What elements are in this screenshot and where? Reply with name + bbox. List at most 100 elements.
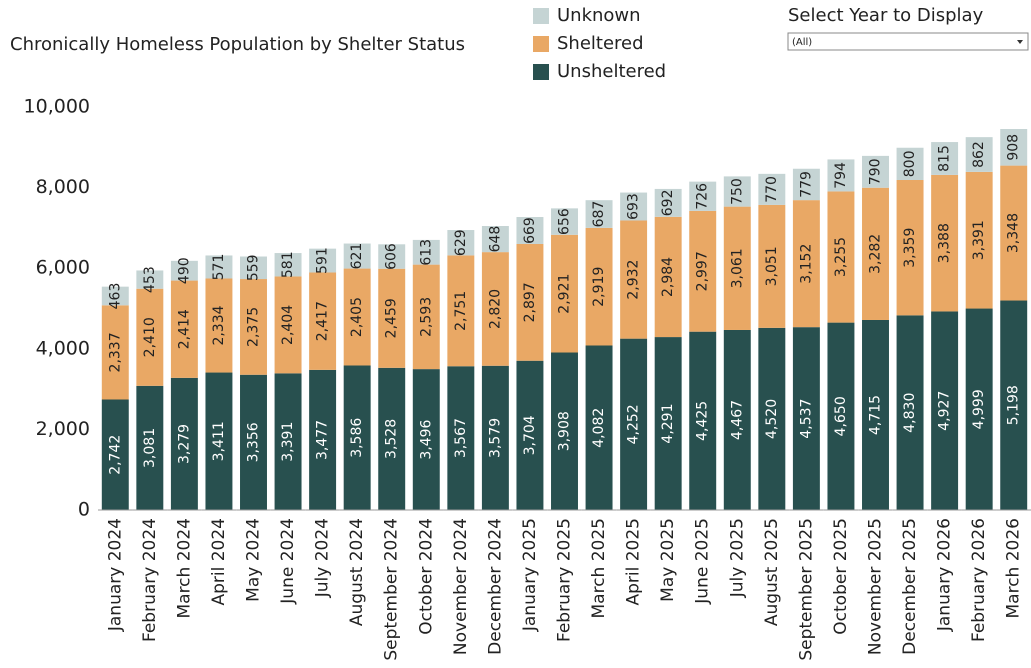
value-label: 490 [176,257,192,284]
bar-segment [447,230,475,256]
value-label: 3,477 [315,420,331,460]
y-tick-label: 4,000 [36,337,90,359]
value-label: 4,537 [798,399,814,439]
bar-segment [654,216,682,338]
legend-label: Unsheltered [557,61,666,82]
y-tick-label: 10,000 [24,96,90,118]
bar-segment [931,174,959,312]
bar-segment [723,176,751,207]
x-tick-label: August 2025 [762,518,782,626]
value-label: 4,715 [868,395,884,435]
value-label: 2,897 [522,282,538,322]
bar-segment [551,352,578,510]
value-label: 591 [315,247,331,274]
value-label: 669 [522,217,538,244]
bar-segment [654,188,682,217]
filter-value[interactable]: (All) [792,37,812,48]
bar-segment [585,345,613,510]
bar-segment [481,365,509,510]
bar-segment [551,208,578,235]
value-label: 463 [107,283,123,310]
y-tick-label: 6,000 [36,257,90,279]
dropdown-arrow[interactable] [1017,40,1023,44]
bar-segment [412,239,440,265]
bar-segment [896,179,924,316]
value-label: 800 [902,150,918,177]
value-label: 3,081 [142,428,158,468]
x-tick-label: January 2025 [520,518,540,632]
bar-segment [205,372,233,510]
value-label: 3,567 [453,418,469,458]
filter-label: Select Year to Display [788,5,984,26]
bar-segment [516,243,544,361]
value-label: 4,252 [626,404,642,444]
bar-segment [620,220,648,339]
value-label: 770 [764,176,780,203]
value-label: 629 [453,229,469,256]
value-label: 4,999 [971,389,987,429]
bar-segment [343,243,371,269]
bar-segment [585,227,613,346]
x-tick-label: June 2025 [693,518,713,605]
bar-segment [827,191,855,323]
y-tick-label: 8,000 [36,176,90,198]
value-label: 779 [798,171,814,198]
bar-segment [862,187,889,320]
x-tick-label: May 2025 [658,518,678,602]
value-label: 2,742 [107,435,123,475]
bar-segment [240,256,267,280]
x-tick-label: May 2024 [244,518,264,602]
bar-segment [481,252,509,366]
bar-segment [170,377,198,510]
bar-segment [516,217,544,244]
value-label: 2,417 [315,301,331,341]
bar-segment [620,192,648,221]
value-label: 606 [384,243,400,270]
bar-segment [170,280,198,378]
legend-label: Unknown [557,5,641,26]
bar-segment [827,322,855,510]
x-tick-label: February 2025 [555,518,575,642]
x-tick-label: October 2025 [831,518,851,635]
value-label: 3,704 [522,415,538,455]
value-label: 3,356 [246,422,262,462]
bar-segment [862,155,889,188]
value-label: 2,337 [107,332,123,372]
value-label: 3,152 [798,244,814,284]
value-label: 692 [660,190,676,217]
value-label: 453 [142,266,158,293]
value-label: 687 [591,201,607,228]
value-label: 621 [349,243,365,270]
value-label: 3,282 [868,234,884,274]
value-label: 3,579 [487,418,503,458]
value-label: 2,414 [176,309,192,349]
value-label: 3,908 [557,411,573,451]
x-tick-label: April 2024 [209,518,229,606]
x-tick-label: November 2024 [451,518,471,655]
bar-segment [965,171,993,309]
x-tick-label: July 2024 [313,518,333,598]
bar-segment [758,327,786,510]
value-label: 3,391 [280,422,296,462]
chart-title: Chronically Homeless Population by Shelt… [10,34,465,55]
value-label: 2,410 [142,317,158,357]
bar-segment [896,315,924,510]
bar-segment [205,278,233,373]
bar-segment [1000,165,1028,301]
bar-segment [792,168,820,201]
bar-segment [309,272,337,370]
x-tick-label: January 2026 [935,518,955,632]
value-label: 3,359 [902,228,918,268]
value-label: 4,520 [764,399,780,439]
value-label: 5,198 [1006,385,1022,425]
legend-label: Sheltered [557,33,644,54]
bar-segment [274,253,302,277]
bar-segment [378,244,406,269]
filter-dropdown[interactable] [787,32,1029,51]
bar-segment [274,276,302,374]
bar-segment [931,311,959,510]
value-label: 908 [1006,134,1022,161]
x-tick-label: December 2024 [485,518,505,655]
bar-segment [896,147,924,180]
value-label: 3,411 [211,421,227,461]
